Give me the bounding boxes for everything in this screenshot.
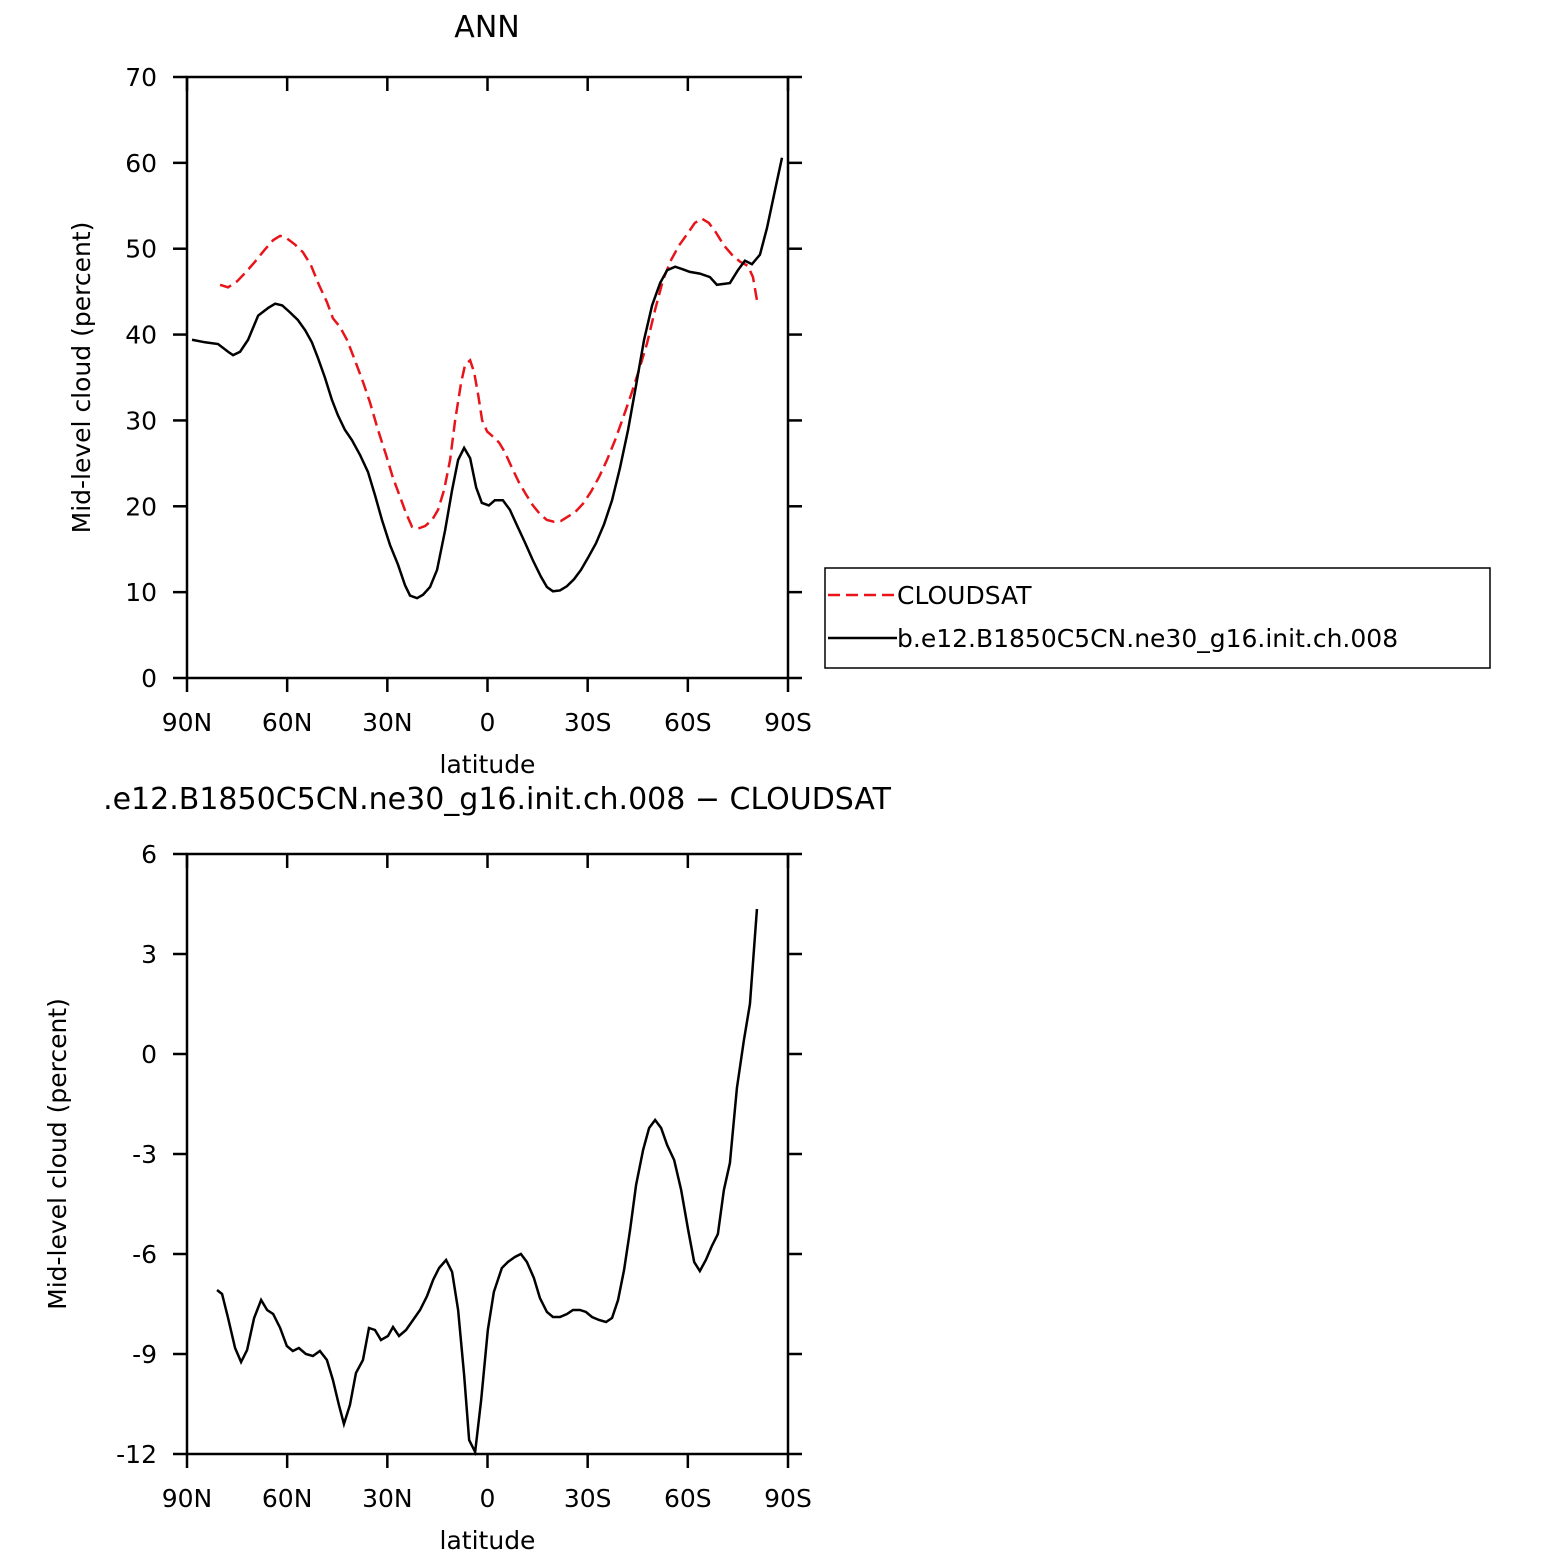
x-tick-label: 60N	[262, 1484, 313, 1513]
y-tick-label: 10	[125, 578, 157, 607]
x-tick-label: 90N	[162, 708, 213, 737]
legend-box	[824, 567, 1491, 669]
y-axis-label: Mid-level cloud (percent)	[67, 222, 96, 534]
y-tick-label: 40	[125, 321, 157, 350]
plot-frame	[185, 75, 790, 680]
x-tick-label: 30N	[362, 708, 413, 737]
x-tick-label: 60N	[262, 708, 313, 737]
x-tick-label: 90S	[764, 1484, 812, 1513]
x-tick-label: 60S	[664, 1484, 712, 1513]
x-axis-label: latitude	[440, 1526, 536, 1555]
chart-title: .e12.B1850C5CN.ne30_g16.init.ch.008 − CL…	[103, 782, 892, 817]
y-tick-label: 0	[141, 1040, 157, 1069]
legend-label: CLOUDSAT	[897, 581, 1032, 610]
chart-title: ANN	[454, 10, 519, 45]
y-tick-label: -9	[132, 1340, 157, 1369]
y-tick-label: 6	[141, 840, 157, 869]
x-tick-label: 30S	[564, 1484, 612, 1513]
legend-label: b.e12.B1850C5CN.ne30_g16.init.ch.008	[897, 624, 1398, 653]
x-tick-label: 90N	[162, 1484, 213, 1513]
y-tick-label: 50	[125, 235, 157, 264]
y-tick-label: -6	[132, 1240, 157, 1269]
y-tick-label: 60	[125, 149, 157, 178]
y-tick-label: 0	[141, 664, 157, 693]
x-tick-label: 30S	[564, 708, 612, 737]
data-line	[191, 157, 784, 600]
x-tick-label: 0	[480, 1484, 496, 1513]
y-tick-label: 3	[141, 940, 157, 969]
y-tick-label: 30	[125, 406, 157, 435]
y-tick-label: 20	[125, 492, 157, 521]
plot-frame	[185, 852, 790, 1456]
y-tick-label: 70	[125, 63, 157, 92]
x-tick-label: 90S	[764, 708, 812, 737]
x-axis-label: latitude	[440, 750, 536, 779]
data-line	[216, 908, 759, 1457]
y-tick-label: -12	[116, 1440, 157, 1469]
y-axis-label: Mid-level cloud (percent)	[43, 998, 72, 1310]
x-tick-label: 0	[480, 708, 496, 737]
x-tick-label: 60S	[664, 708, 712, 737]
x-tick-label: 30N	[362, 1484, 413, 1513]
y-tick-label: -3	[132, 1140, 157, 1169]
data-line	[219, 217, 759, 530]
